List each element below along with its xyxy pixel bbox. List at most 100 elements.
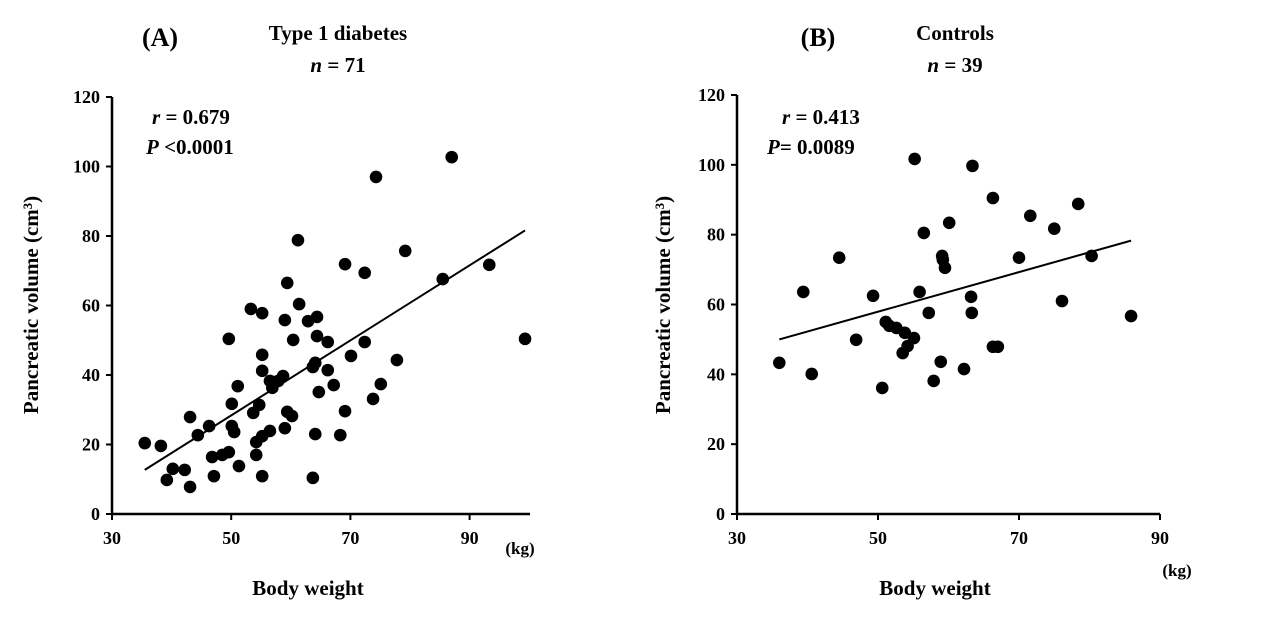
r-symbol: r (152, 105, 161, 129)
data-point (327, 378, 341, 392)
data-point (276, 369, 290, 383)
data-point (278, 421, 292, 435)
y-tick-label: 0 (716, 504, 725, 524)
x-tick-label: 70 (1010, 528, 1028, 548)
sample-size: n = 39 (927, 53, 982, 77)
sample-size: n = 71 (310, 53, 365, 77)
data-point (966, 159, 979, 173)
r-symbol: r (782, 105, 791, 129)
y-tick-label: 40 (82, 365, 100, 385)
data-point (285, 409, 299, 423)
data-point (908, 152, 921, 166)
data-point (338, 257, 352, 271)
data-point (183, 410, 197, 424)
data-point (832, 251, 846, 265)
data-point (518, 332, 532, 346)
data-point (965, 306, 979, 320)
panel-label: (B) (801, 23, 836, 52)
data-point (344, 349, 358, 363)
panel-title: Controls (916, 21, 994, 45)
x-axis-title: Body weight (252, 576, 363, 600)
correlation-r: r = 0.679 (152, 105, 230, 129)
x-tick-label: 90 (461, 528, 479, 548)
y-tick-label: 80 (707, 225, 725, 245)
data-point (255, 469, 269, 483)
data-point (252, 398, 266, 412)
data-point (244, 302, 258, 316)
x-tick-label: 30 (103, 528, 121, 548)
data-point (227, 425, 241, 439)
data-point (308, 427, 322, 441)
data-point (207, 469, 221, 483)
x-axis-title: Body weight (879, 576, 990, 600)
panel-label: (A) (142, 23, 178, 52)
data-point (796, 285, 810, 299)
data-point (957, 362, 971, 376)
y-axis-title: Pancreatic volume (cm³) (19, 196, 43, 414)
data-point (942, 216, 956, 230)
data-point (321, 335, 335, 349)
regression-line (779, 239, 1132, 341)
p-symbol: P (145, 135, 159, 159)
data-point (938, 261, 952, 275)
y-tick-label: 120 (73, 87, 100, 107)
x-axis-unit: (kg) (505, 539, 534, 558)
x-axis-unit: (kg) (1162, 561, 1191, 580)
y-axis-title: Pancreatic volume (cm³) (651, 196, 675, 414)
data-point (154, 439, 168, 453)
data-point (312, 385, 326, 399)
data-point (232, 459, 246, 473)
data-point (222, 445, 236, 459)
data-point (358, 266, 372, 280)
data-point (436, 272, 450, 286)
data-point (310, 329, 324, 343)
data-point (773, 356, 786, 370)
p-value-text: P= 0.0089 (766, 135, 855, 159)
y-tick-label: 100 (698, 155, 725, 175)
data-point (358, 335, 372, 349)
p-value-text: P <0.0001 (145, 135, 234, 159)
n-value: = 39 (939, 53, 982, 77)
data-point (1085, 249, 1098, 263)
data-point (1124, 309, 1138, 323)
data-point (321, 363, 335, 377)
y-tick-label: 0 (91, 504, 100, 524)
data-point (898, 326, 912, 340)
data-point (202, 419, 216, 433)
y-tick-label: 120 (698, 85, 725, 105)
data-point (255, 348, 269, 362)
data-point (1055, 294, 1069, 308)
data-point (286, 333, 300, 347)
data-point (934, 355, 948, 369)
data-point (333, 428, 347, 442)
data-point (875, 381, 889, 395)
x-tick-label: 90 (1151, 528, 1169, 548)
data-point (280, 276, 294, 290)
data-point (308, 356, 322, 370)
data-point (482, 258, 496, 272)
data-point (927, 374, 940, 388)
data-point (138, 436, 152, 450)
data-point (191, 428, 205, 442)
data-point (986, 191, 1000, 205)
data-point (917, 226, 931, 240)
p-value: <0.0001 (159, 135, 234, 159)
data-point (964, 290, 978, 304)
p-symbol: P (766, 135, 780, 159)
y-tick-label: 20 (707, 434, 725, 454)
correlation-r: r = 0.413 (782, 105, 860, 129)
data-point (390, 353, 404, 367)
x-tick-label: 30 (728, 528, 746, 548)
data-point (166, 462, 180, 476)
data-point (225, 397, 239, 411)
data-point (160, 473, 174, 487)
data-point (222, 332, 236, 346)
n-value: = 71 (322, 53, 365, 77)
x-tick-label: 50 (222, 528, 240, 548)
data-point (805, 367, 819, 381)
data-point (901, 339, 914, 353)
y-tick-label: 100 (73, 157, 100, 177)
data-point (398, 244, 412, 258)
